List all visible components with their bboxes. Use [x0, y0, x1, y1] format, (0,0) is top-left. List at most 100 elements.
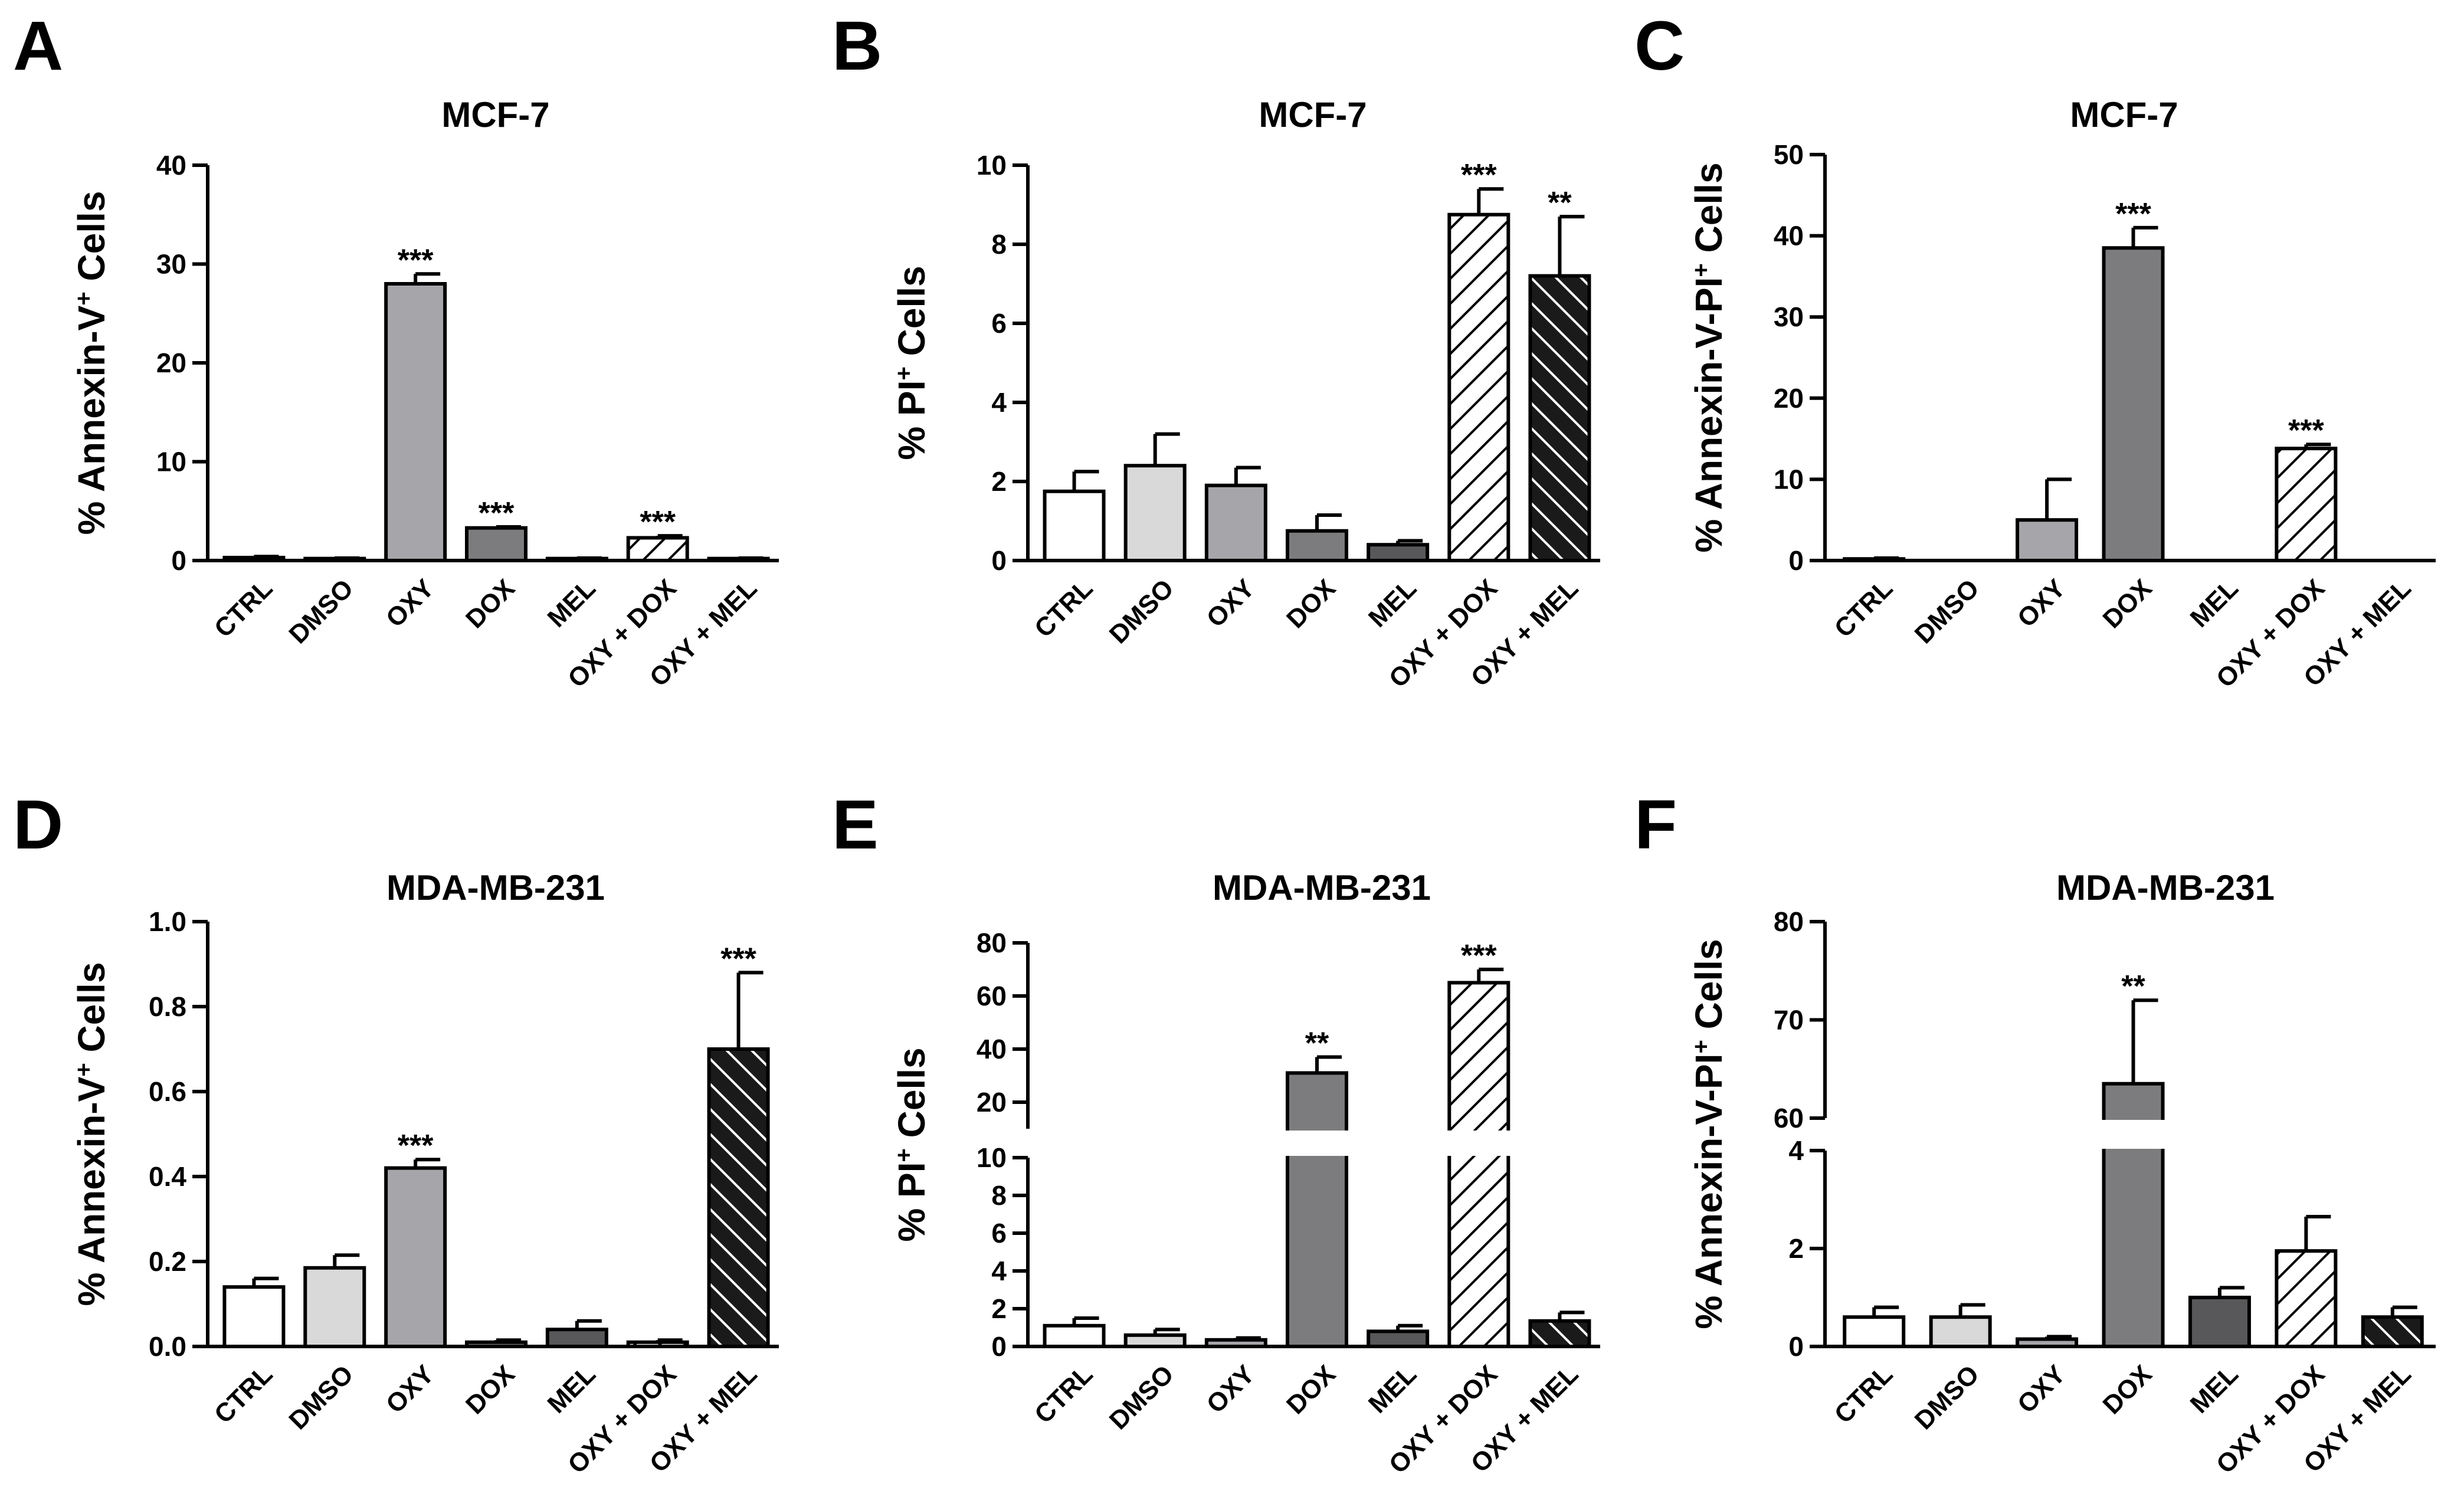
y-axis-label-e: % PI+ Cells	[890, 1047, 933, 1241]
chart-title-a: MCF-7	[441, 95, 549, 135]
panel-letter-a: A	[13, 7, 63, 85]
bar-mel	[1367, 1329, 1430, 1348]
bar-oxy	[384, 1166, 447, 1348]
significance-oxy: ***	[398, 243, 434, 277]
y-tick-label: 6	[991, 1218, 1007, 1249]
bar-dox	[2102, 246, 2165, 562]
bar-dox	[465, 1340, 527, 1349]
y-tick-label: 20	[156, 348, 186, 378]
y-tick-label: 0.6	[149, 1076, 186, 1107]
y-axis-label-text: % PI	[890, 1162, 933, 1241]
chart-panel-f: MDA-MB-231 % Annexin-V-PI+ Cells 60 70 80 0 2 4…	[1688, 868, 2436, 1479]
y-axis-label-suffix: Cells	[70, 962, 113, 1063]
y-tick-label: 80	[1774, 906, 1804, 937]
y-tick-label: 0.8	[149, 991, 186, 1022]
y-axis-label-superscript: +	[71, 1063, 97, 1076]
bar-oxy	[1204, 483, 1267, 563]
significance-oxy-dox: ***	[1461, 158, 1497, 192]
y-tick-label: 4	[991, 1256, 1007, 1286]
panel-letter-e: E	[832, 786, 879, 864]
significance-oxy: ***	[398, 1129, 434, 1163]
significance-oxy-dox: ***	[1461, 939, 1497, 973]
y-tick-label: 80	[977, 928, 1007, 958]
x-tick-label-oxy: OXY	[1201, 1359, 1260, 1418]
axis-break-gap	[1283, 1131, 1351, 1156]
significance-dox: **	[1305, 1027, 1329, 1061]
y-axis-label-text: % Annexin-V	[70, 305, 113, 535]
bar-ctrl	[1843, 1315, 1906, 1348]
x-tick-label-mel: MEL	[2185, 574, 2244, 633]
bar-ctrl	[1043, 489, 1106, 562]
y-axis-label-superscript: +	[1688, 263, 1714, 277]
x-tick-label-oxy: OXY	[1201, 574, 1260, 633]
bar-oxy-mel	[707, 1047, 770, 1348]
y-axis-label-text: % PI	[890, 380, 933, 460]
y-axis-label-text: % Annexin-V	[70, 1076, 113, 1306]
y-tick-label: 6	[991, 308, 1007, 339]
chart-panel-a: MCF-7 % Annexin-V+ Cells 0 10 20 30 40 CTRL DMSO…	[70, 95, 779, 693]
y-tick-label: 40	[977, 1034, 1007, 1064]
y-tick-label: 2	[1788, 1233, 1804, 1264]
y-tick-label: 0	[991, 1331, 1007, 1362]
x-tick-label-mel: MEL	[1363, 574, 1422, 633]
x-tick-label-mel: MEL	[1363, 1359, 1422, 1418]
x-tick-label-dox: DOX	[1281, 1359, 1341, 1420]
chart-title-c: MCF-7	[2070, 95, 2178, 135]
panel-letter-b: B	[832, 7, 882, 85]
y-tick-label: 20	[977, 1087, 1007, 1118]
bar-oxy-mel	[2361, 1315, 2424, 1348]
chart-title-e: MDA-MB-231	[1213, 868, 1431, 907]
x-tick-label-dmso: DMSO	[1909, 1359, 1985, 1435]
x-tick-label-dmso: DMSO	[1104, 574, 1179, 649]
bar-dox	[1286, 529, 1348, 562]
y-tick-label: 40	[1774, 221, 1804, 251]
x-tick-label-oxy: OXY	[381, 1359, 440, 1418]
y-axis-label-a: % Annexin-V+ Cells	[70, 191, 113, 535]
bar-dox	[465, 526, 527, 562]
y-tick-label: 8	[991, 229, 1007, 260]
significance-oxy-mel: ***	[720, 942, 756, 976]
y-tick-label: 8	[991, 1180, 1007, 1211]
bar-oxy	[2016, 1337, 2079, 1349]
chart-panel-b: MCF-7 % PI+ Cells 0 2 4 6 8 10 CTRL DMSO OXY DOX MEL…	[890, 95, 1600, 693]
y-axis-label-f: % Annexin-V-PI+ Cells	[1688, 939, 1730, 1329]
bar-oxy-dox	[626, 1340, 689, 1349]
y-axis-label-suffix: Cells	[1688, 939, 1730, 1040]
significance-oxy-dox: ***	[640, 505, 676, 539]
y-axis-label-suffix: Cells	[890, 266, 933, 366]
axis-break-gap	[2099, 1120, 2168, 1149]
y-tick-label: 0	[1788, 1331, 1804, 1362]
y-tick-label: 2	[991, 466, 1007, 497]
y-tick-label: 0.4	[149, 1161, 186, 1192]
x-tick-label-dox: DOX	[460, 1359, 520, 1420]
axis-break-gap	[1444, 1131, 1513, 1156]
y-tick-label: 0	[1788, 545, 1804, 576]
bar-oxy	[384, 282, 447, 562]
x-tick-label-dmso: DMSO	[283, 1359, 359, 1435]
x-tick-label-ctrl: CTRL	[1029, 1359, 1099, 1429]
chart-panel-d: MDA-MB-231 % Annexin-V+ Cells 0.0 0.2 0.4 0.6…	[70, 868, 779, 1479]
y-axis-label-suffix: Cells	[1688, 162, 1730, 263]
bar-mel	[545, 1328, 608, 1348]
y-axis-label-superscript: +	[891, 366, 917, 380]
x-tick-label-ctrl: CTRL	[209, 1359, 278, 1429]
y-tick-label: 20	[1774, 383, 1804, 414]
x-tick-label-ctrl: CTRL	[1829, 1359, 1899, 1429]
y-tick-label: 70	[1774, 1005, 1804, 1036]
x-tick-label-dox: DOX	[2097, 574, 2157, 634]
chart-panel-e: MDA-MB-231 % PI+ Cells 20 40 60 80 0 2 4 6 8 10 CTRL…	[890, 868, 1600, 1479]
bar-mel	[1367, 543, 1430, 563]
x-tick-label-oxy: OXY	[381, 574, 440, 633]
x-tick-label-mel: MEL	[542, 1359, 601, 1418]
y-tick-label: 60	[1774, 1103, 1804, 1133]
significance-dox: ***	[479, 496, 515, 530]
x-tick-label-ctrl: CTRL	[209, 574, 278, 643]
y-tick-label: 0	[991, 545, 1007, 576]
y-axis-label-superscript: +	[1688, 1040, 1714, 1053]
bar-oxy-mel	[1528, 274, 1591, 562]
y-tick-label: 0	[171, 545, 186, 576]
x-tick-label-ctrl: CTRL	[1029, 574, 1099, 643]
y-axis-label-text: % Annexin-V-PI	[1688, 277, 1730, 553]
bar-oxy	[1204, 1338, 1267, 1349]
